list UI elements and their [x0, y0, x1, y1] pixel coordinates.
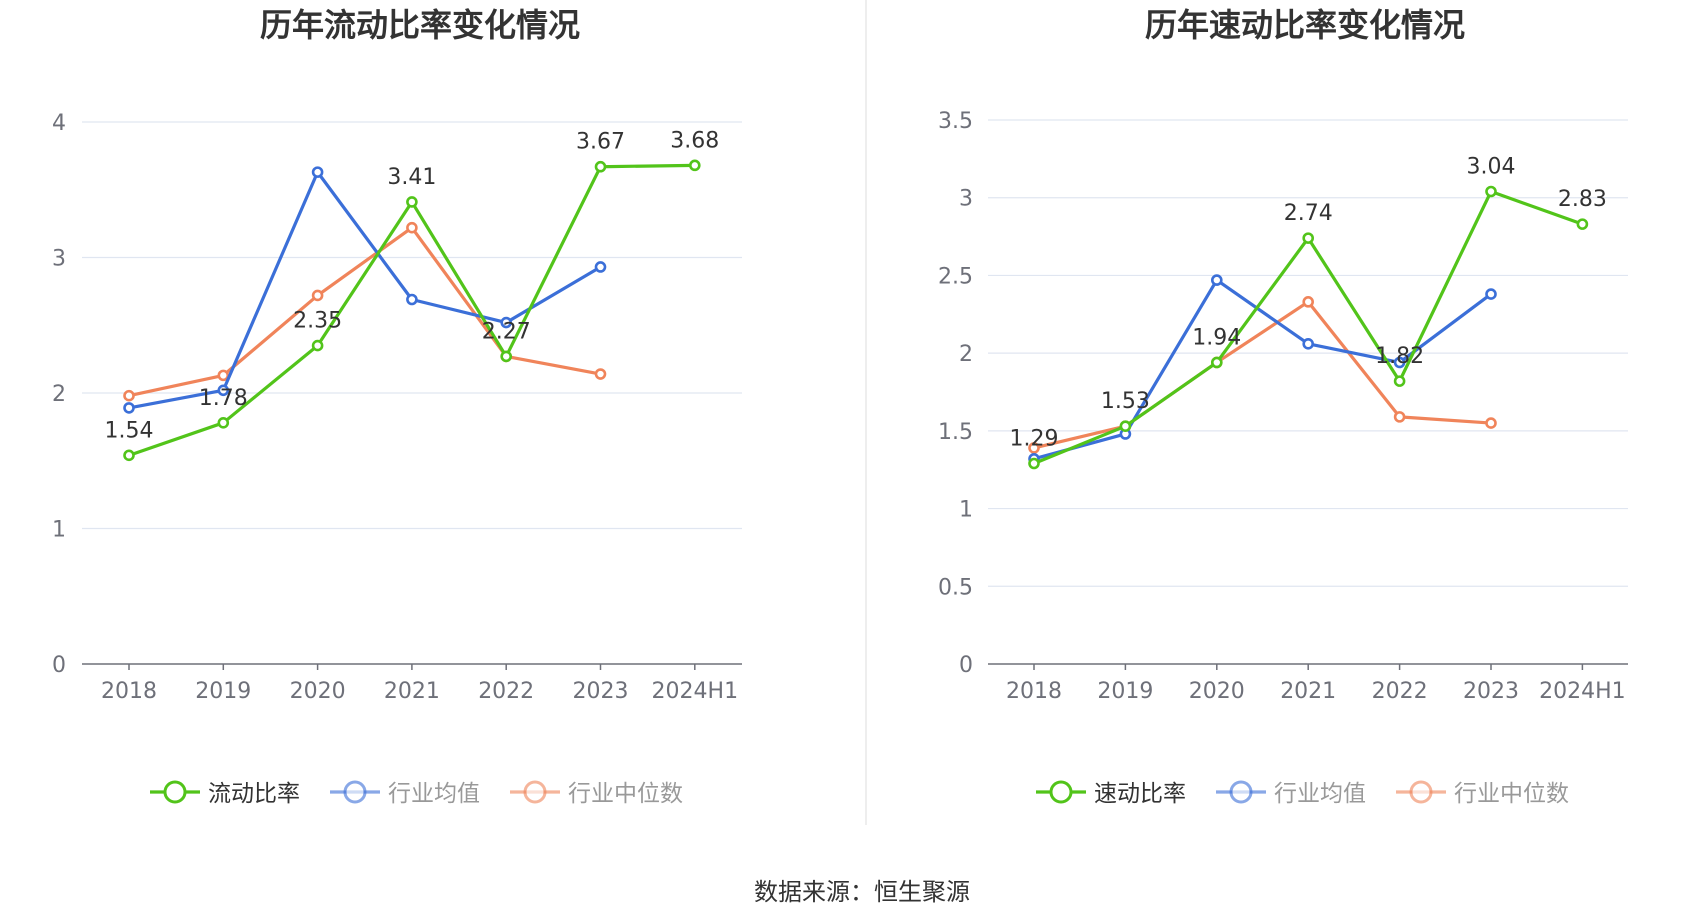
y-tick-label: 1 — [52, 518, 66, 543]
data-point-median — [1028, 442, 1040, 454]
data-label: 3.04 — [1467, 154, 1516, 179]
legend-label: 行业中位数 — [1454, 781, 1569, 807]
chart-title: 历年流动比率变化情况 — [260, 6, 580, 44]
data-point-avg — [1302, 338, 1314, 350]
x-tick-label: 2019 — [1097, 679, 1153, 704]
legend-label: 行业均值 — [388, 781, 480, 807]
y-tick-label: 0 — [959, 653, 973, 678]
legend-marker — [1409, 780, 1433, 804]
x-tick-label: 2019 — [195, 679, 251, 704]
data-point-median — [217, 369, 230, 382]
x-tick-label: 2021 — [1280, 679, 1336, 704]
y-tick-label: 3 — [52, 247, 66, 272]
series-line-avg — [128, 170, 602, 410]
data-point-main — [594, 160, 607, 173]
y-tick-label: 0.5 — [938, 575, 973, 600]
x-tick-label: 2018 — [1006, 679, 1062, 704]
y-tick-label: 2.5 — [938, 264, 973, 289]
data-point-main — [500, 350, 513, 363]
data-point-main — [1028, 457, 1040, 470]
data-label: 1.54 — [105, 418, 154, 443]
legend-marker — [163, 780, 187, 804]
data-point-avg — [1485, 288, 1497, 300]
data-label: 2.83 — [1558, 187, 1607, 212]
data-point-median — [594, 368, 607, 380]
data-point-median — [311, 289, 324, 302]
data-label: 2.35 — [293, 309, 342, 334]
y-tick-label: 3.5 — [938, 109, 973, 134]
data-point-avg — [406, 293, 418, 306]
legend-label: 行业均值 — [1274, 781, 1366, 807]
data-label: 2.27 — [482, 319, 531, 344]
data-label: 1.82 — [1375, 344, 1424, 369]
data-point-avg — [1211, 274, 1223, 286]
data-point-main — [123, 449, 135, 462]
y-tick-label: 2 — [959, 342, 973, 367]
data-point-median — [123, 389, 135, 402]
x-tick-label: 2022 — [1372, 679, 1428, 704]
chart-title: 历年速动比率变化情况 — [1145, 6, 1465, 44]
data-point-avg — [1393, 356, 1406, 369]
data-point-main — [406, 196, 418, 208]
data-point-main — [688, 159, 701, 172]
data-label: 1.29 — [1010, 426, 1059, 451]
data-point-main — [1393, 375, 1406, 387]
data-point-avg — [217, 384, 230, 397]
y-tick-label: 0 — [52, 653, 66, 678]
x-tick-label: 2023 — [1463, 679, 1519, 704]
data-label: 3.68 — [670, 128, 719, 153]
y-tick-label: 1 — [959, 498, 973, 523]
x-tick-label: 2022 — [478, 679, 534, 704]
legend-label: 速动比率 — [1094, 781, 1186, 807]
y-tick-label: 3 — [959, 187, 973, 212]
data-point-main — [1485, 185, 1497, 198]
data-point-main — [1211, 356, 1223, 369]
y-tick-label: 4 — [52, 111, 66, 136]
data-point-median — [1302, 296, 1314, 308]
legend-marker — [523, 780, 547, 804]
data-point-median — [1393, 411, 1406, 423]
y-tick-label: 1.5 — [938, 420, 973, 445]
data-point-avg — [500, 316, 513, 329]
data-point-avg — [311, 166, 324, 178]
current-ratio-chart: 历年流动比率变化情况 0 1 2 3 4 2018 2019 2020 2021 2022 2023 2… — [52, 6, 742, 807]
series-line-main — [1033, 189, 1583, 465]
series-line-median — [1033, 300, 1492, 450]
data-label: 1.78 — [199, 386, 248, 411]
data-label: 1.53 — [1101, 389, 1150, 414]
legend-marker — [1049, 780, 1073, 804]
legend-marker — [1229, 780, 1253, 804]
series-line-main — [128, 163, 695, 457]
series-line-median — [128, 226, 601, 398]
data-label: 3.67 — [576, 130, 625, 155]
data-point-avg — [594, 261, 607, 273]
legend-label: 流动比率 — [208, 781, 300, 807]
data-point-main — [1576, 218, 1589, 230]
legend-marker — [343, 780, 367, 804]
data-label: 3.41 — [387, 165, 436, 190]
data-point-main — [1302, 232, 1314, 244]
data-point-main — [217, 417, 230, 429]
quick-ratio-chart: 历年速动比率变化情况 0 0.5 1 1.5 2 2.5 3 3.5 2018 2019 2020 20… — [938, 6, 1628, 807]
x-tick-label: 2021 — [384, 679, 440, 704]
data-point-main — [311, 339, 324, 352]
data-point-avg — [123, 402, 135, 414]
x-tick-label: 2024H1 — [652, 679, 739, 704]
data-point-median — [1485, 417, 1497, 429]
data-label: 1.94 — [1192, 325, 1241, 350]
source-note: 数据来源：恒生聚源 — [754, 878, 970, 906]
data-point-main — [1119, 420, 1132, 432]
x-tick-label: 2020 — [290, 679, 346, 704]
x-tick-label: 2020 — [1189, 679, 1245, 704]
data-point-median — [406, 221, 418, 234]
x-tick-label: 2023 — [573, 679, 629, 704]
data-label: 2.74 — [1284, 201, 1333, 226]
x-tick-label: 2018 — [101, 679, 157, 704]
x-tick-label: 2024H1 — [1539, 679, 1626, 704]
legend-label: 行业中位数 — [568, 781, 683, 807]
y-tick-label: 2 — [52, 382, 66, 407]
